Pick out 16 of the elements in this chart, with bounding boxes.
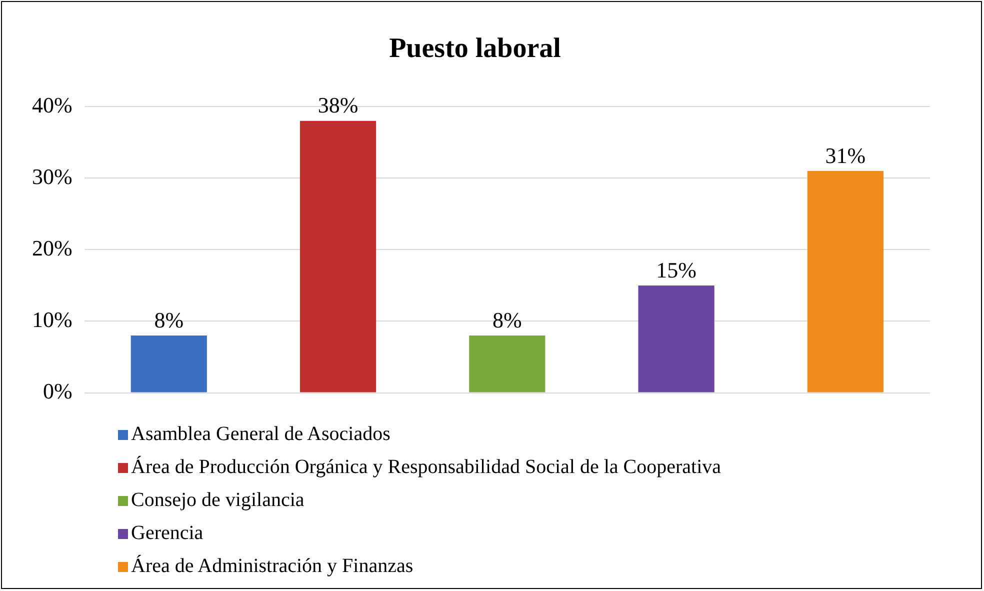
data-label: 31% bbox=[825, 142, 866, 168]
legend-label: Consejo de vigilancia bbox=[131, 489, 304, 512]
y-tick-label: 10% bbox=[32, 307, 72, 332]
data-label: 8% bbox=[492, 307, 522, 332]
y-tick-label: 0% bbox=[43, 378, 72, 404]
data-label: 8% bbox=[154, 307, 184, 332]
data-label: 38% bbox=[318, 92, 358, 118]
data-label: 15% bbox=[656, 257, 696, 282]
y-tick-label: 40% bbox=[32, 92, 72, 118]
y-tick-label: 20% bbox=[32, 235, 72, 260]
legend-label: Gerencia bbox=[131, 522, 204, 545]
legend-label: Área de Administración y Finanzas bbox=[131, 555, 414, 578]
chart-title: Puesto laboral bbox=[389, 33, 562, 64]
legend-label: Asamblea General de Asociados bbox=[131, 423, 390, 446]
y-tick-label: 30% bbox=[32, 164, 72, 189]
legend-label: Área de Producción Orgánica y Responsabilidad Social de la Cooperativa bbox=[131, 456, 722, 479]
